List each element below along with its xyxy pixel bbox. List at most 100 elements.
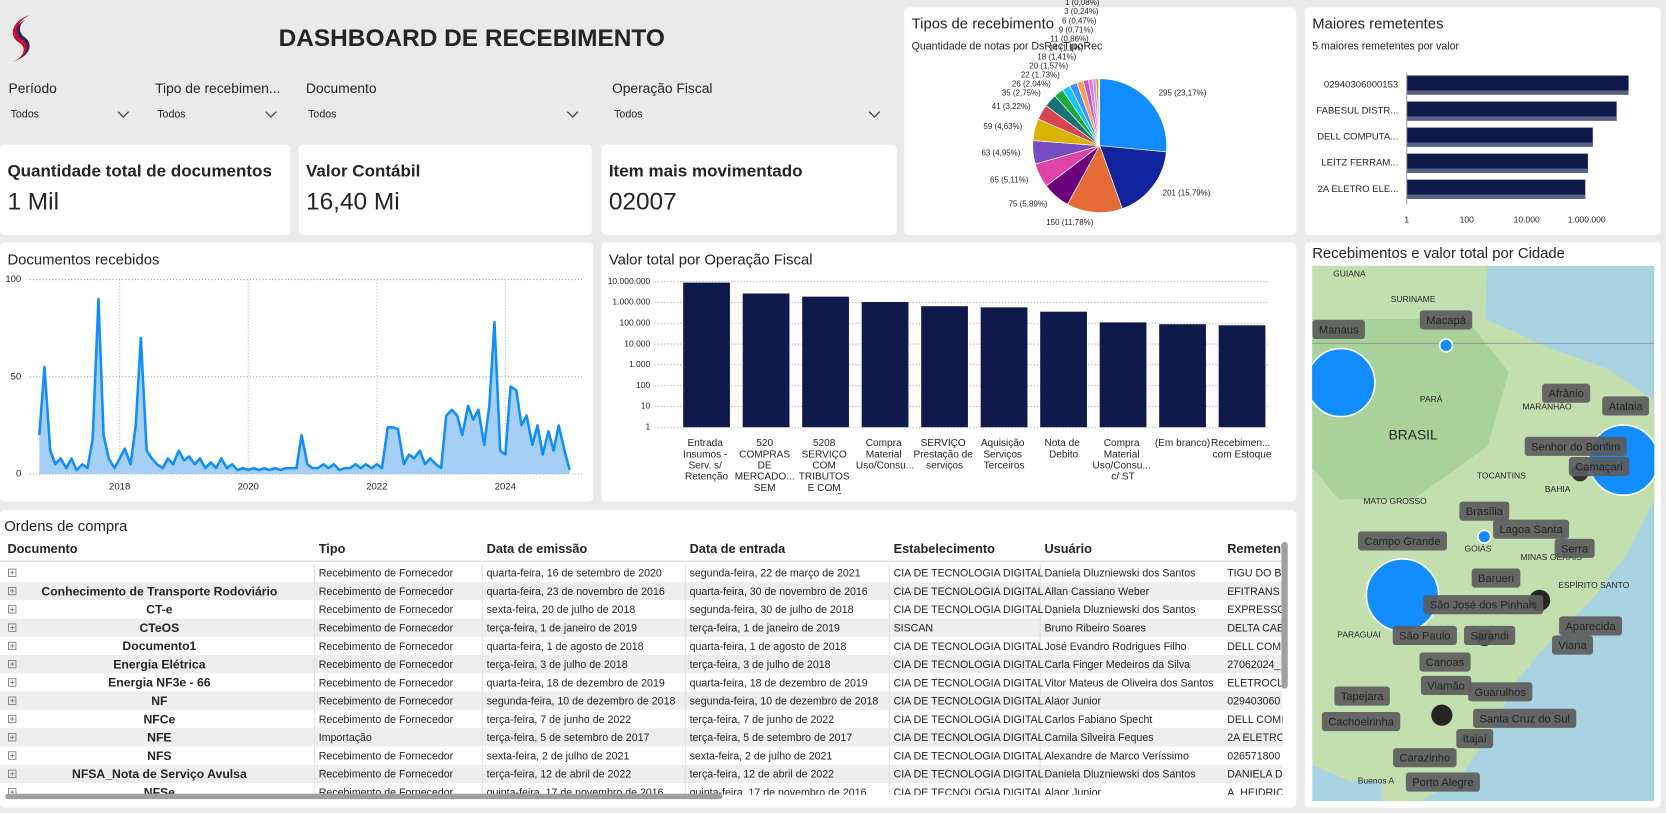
table-cell: José Evandro Rodrigues Filho — [1044, 641, 1186, 653]
city-label: Lagoa Santa — [1499, 524, 1563, 536]
expand-icon[interactable] — [8, 787, 17, 795]
table-cell: quinta-feira, 17 de novembro de 2016 — [690, 787, 867, 799]
x-tick-label: 2018 — [109, 481, 130, 492]
expand-icon[interactable] — [8, 568, 17, 577]
city-label: Guarulhos — [1475, 687, 1527, 699]
expand-icon[interactable] — [8, 733, 17, 742]
table-cell: Recebimento de Fornecedor — [319, 714, 454, 726]
pie-label: 18 (1,41%) — [1037, 52, 1076, 61]
table-cell: 026571800 — [1227, 750, 1280, 762]
city-label-bg — [1468, 682, 1533, 702]
city-label-bg — [1464, 625, 1516, 646]
map-bubble[interactable] — [1438, 338, 1454, 353]
pie-label: 3 (0,24%) — [1064, 7, 1099, 16]
city-label-bg — [1554, 538, 1595, 558]
x-tick-label: 100 — [1460, 214, 1474, 224]
table-cell: Recebimento de Fornecedor — [319, 568, 454, 580]
scrollbar-vertical[interactable] — [1281, 541, 1288, 689]
y-tick-label: 02940306000153 — [1324, 80, 1398, 91]
table-cell: ELETROCL — [1227, 677, 1283, 689]
chart-subtitle: 5 maiores remetentes por valor — [1312, 41, 1459, 53]
y-tick-label: 1.000.000 — [612, 297, 650, 307]
filter-value: Todos — [308, 109, 336, 121]
table-cell: quarta-feira, 1 de agosto de 2018 — [690, 641, 847, 653]
city-label-bg — [1524, 436, 1627, 456]
expand-icon[interactable] — [8, 696, 17, 705]
table-cell: sexta-feira, 20 de julho de 2018 — [487, 604, 636, 616]
kpi-card — [298, 144, 592, 235]
table-cell: NFSA_Nota de Serviço Avulsa — [72, 767, 247, 781]
bar-shade — [1406, 90, 1629, 95]
map-cluster[interactable] — [1431, 704, 1453, 726]
table-cell: Allan Cassiano Weber — [1044, 586, 1149, 598]
table-cell: segunda-feira, 22 de março de 2021 — [690, 568, 861, 580]
x-tick-label: 2024 — [495, 481, 517, 492]
map-bubble[interactable] — [1307, 347, 1376, 418]
table-cell: Camila Silveira Feques — [1044, 732, 1153, 744]
map-region: BAHIA — [1545, 484, 1571, 494]
row-band — [0, 655, 1283, 674]
expand-plus — [10, 735, 15, 740]
scrollbar-horizontal[interactable] — [5, 793, 723, 800]
table-cell: DANIELA D — [1227, 769, 1283, 781]
table-cell: CIA DE TECNOLOGIA DIGITAL — [894, 659, 1044, 671]
bar — [683, 282, 730, 428]
city-label-bg — [1542, 383, 1591, 403]
city-label-bg — [1334, 686, 1390, 706]
chart-subtitle: Quantidade de notas por DsRecTipoRec — [912, 41, 1103, 53]
filter-dropdown[interactable] — [868, 111, 881, 118]
expand-icon[interactable] — [8, 751, 17, 760]
city-label-bg — [1419, 310, 1473, 330]
expand-icon[interactable] — [8, 641, 17, 650]
filter-dropdown[interactable] — [117, 111, 130, 118]
filter-label: Período — [9, 80, 58, 96]
expand-icon[interactable] — [8, 769, 17, 778]
filter-dropdown[interactable] — [265, 111, 277, 118]
city-label: Canoas — [1426, 657, 1465, 669]
table-cell: CIA DE TECNOLOGIA DIGITAL — [894, 696, 1044, 708]
expand-icon[interactable] — [8, 623, 17, 632]
pie-label: 295 (23,17%) — [1159, 89, 1207, 98]
table-cell: Recebimento de Fornecedor — [319, 696, 454, 708]
x-tick-label: Recebimen... com Estoque — [1211, 438, 1273, 460]
pie-label: 201 (15,79%) — [1163, 188, 1211, 197]
city-label-bg — [1459, 501, 1510, 521]
city-label-bg — [1405, 772, 1480, 792]
y-tick-label: 10.000 — [624, 338, 650, 348]
filter-value: Todos — [157, 109, 185, 121]
expand-plus — [10, 771, 15, 776]
table-cell: 2A ELETRO — [1227, 732, 1285, 744]
expand-icon[interactable] — [8, 605, 17, 614]
x-tick-label: 2020 — [238, 481, 259, 492]
bar-shade — [1406, 142, 1593, 147]
expand-icon[interactable] — [8, 678, 17, 687]
table-cell: Conhecimento de Transporte Rodoviário — [41, 584, 277, 598]
table-cell: terça-feira, 7 de junho de 2022 — [690, 714, 835, 726]
bar-shade — [1406, 116, 1617, 121]
city-label-bg — [1321, 711, 1401, 732]
expand-icon[interactable] — [8, 660, 17, 669]
table-cell: SISCAN — [894, 622, 934, 634]
table-cell: quarta-feira, 18 de dezembro de 2019 — [487, 677, 665, 689]
bar — [802, 296, 849, 428]
chart-title: Valor total por Operação Fiscal — [609, 252, 813, 268]
pie-label: 6 (0,47%) — [1062, 16, 1097, 25]
table-cell: NFE — [147, 731, 171, 745]
y-tick-label: 10 — [641, 401, 651, 411]
expand-plus — [10, 662, 15, 667]
map: GUIANA SURINAME PARÁ MARANHÃO BRASIL TOCANTIN… — [1307, 265, 1655, 802]
filter-dropdown[interactable] — [566, 111, 579, 118]
map-region: PARÁ — [1420, 394, 1443, 404]
map-region: ESPÍRITO SANTO — [1558, 580, 1629, 590]
table-cell: terça-feira, 3 de julho de 2018 — [690, 659, 831, 671]
x-tick-label: 1.000.000 — [1568, 214, 1606, 224]
pie-label: 9 (0,71%) — [1059, 25, 1094, 34]
expand-icon[interactable] — [8, 714, 17, 724]
city-label: Santa Cruz do Sul — [1479, 713, 1569, 725]
column-header: Data de entrada — [690, 541, 787, 556]
filter-value: Todos — [614, 109, 642, 121]
column-header: Estabelecimento — [894, 541, 996, 556]
map-bubble[interactable] — [1477, 529, 1492, 544]
expand-icon[interactable] — [8, 586, 17, 596]
city-label: Viamão — [1427, 680, 1465, 692]
